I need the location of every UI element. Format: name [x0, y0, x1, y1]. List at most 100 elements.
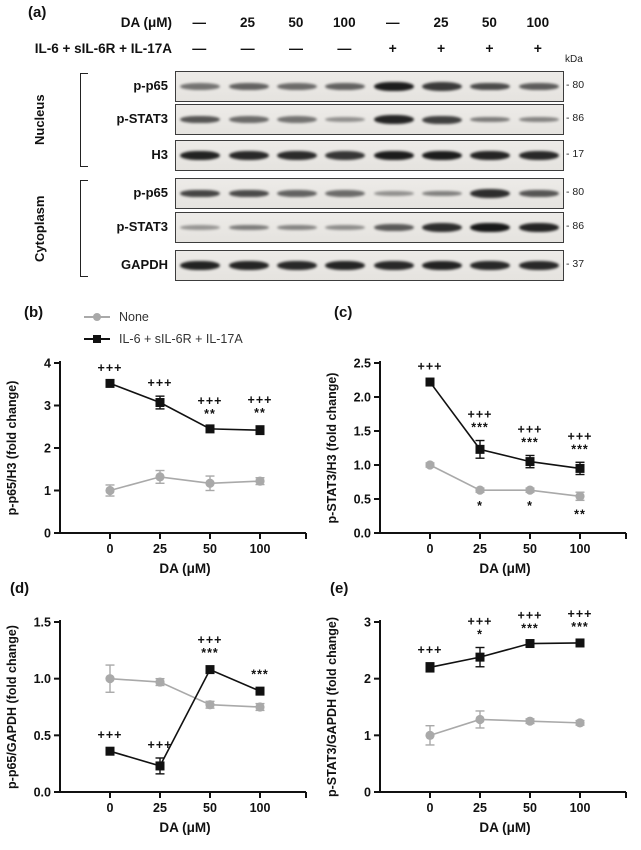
protein-label: H3 [151, 147, 168, 162]
chart-c-plot: 0.0 0.5 1.0 1.5 2.0 2.5 0 25 50 100 DA (μM) p-STAT3… [325, 357, 627, 576]
legend-label-stim: IL-6 + sIL-6R + IL-17A [119, 332, 243, 346]
significance-annotation: +++ [518, 422, 543, 436]
significance-annotation: +++ [418, 359, 443, 373]
da-dose-value: 25 [433, 15, 449, 30]
legend-marker-circle-icon [84, 312, 110, 322]
protein-band [470, 116, 511, 123]
stim-value: + [533, 40, 542, 56]
protein-band [325, 83, 366, 90]
y-tick-label: 3 [44, 399, 51, 413]
x-tick-label: 100 [570, 801, 591, 815]
kda-marker: - 80 [566, 79, 585, 91]
x-axis-title: DA (μM) [159, 820, 210, 835]
protein-band [325, 190, 366, 197]
da-dose-value: 50 [288, 15, 304, 30]
series-none [105, 469, 265, 497]
data-point-square [475, 444, 485, 454]
da-dose-value: 100 [526, 15, 550, 30]
series-line [109, 476, 261, 492]
data-point-square [425, 377, 435, 387]
panel-a-label: (a) [28, 4, 47, 21]
x-tick-label: 0 [107, 801, 114, 815]
significance-annotation: *** [201, 646, 219, 660]
protein-band [518, 261, 559, 270]
kda-marker: - 86 [566, 112, 585, 124]
protein-label: p-STAT3 [116, 111, 168, 126]
series-line [429, 718, 581, 737]
x-tick-label: 50 [203, 542, 217, 556]
significance-annotation: *** [571, 620, 589, 634]
kda-marker: - 17 [566, 148, 585, 160]
protein-band [422, 260, 463, 270]
protein-band [276, 116, 317, 123]
da-dose-value: 100 [333, 15, 356, 30]
group-label-cytoplasm: Cytoplasm [32, 195, 47, 262]
x-tick-label: 100 [250, 801, 271, 815]
stim-value: + [485, 40, 494, 56]
significance-annotation: +++ [468, 408, 493, 422]
x-tick-label: 50 [203, 801, 217, 815]
protein-band [470, 151, 511, 160]
x-tick-label: 0 [107, 542, 114, 556]
data-point-circle [155, 677, 165, 687]
data-point-square [255, 425, 265, 435]
significance-annotation: *** [521, 435, 539, 449]
protein-band [373, 190, 414, 197]
significance-annotation: +++ [98, 361, 123, 375]
protein-band [228, 189, 269, 198]
blot-strip-gapdh [175, 250, 564, 281]
series-line [109, 668, 261, 767]
protein-band [373, 150, 414, 161]
da-dose-value: 50 [481, 15, 497, 30]
significance-annotation: +++ [518, 608, 543, 622]
chart-d-plot: 0.0 0.5 1.0 1.5 0 25 50 100 DA (μM) p-p65/GAPDH (… [5, 616, 307, 835]
significance-annotation: *** [521, 621, 539, 635]
series-stim [425, 377, 585, 476]
data-point-circle [475, 485, 485, 495]
y-tick-label: 2 [44, 442, 51, 456]
kda-units-label: kDa [565, 54, 583, 65]
y-tick-label: 1.5 [34, 616, 51, 630]
data-point-square [425, 662, 435, 672]
protein-band [373, 81, 414, 92]
significance-annotation: * [477, 628, 483, 642]
data-point-circle [205, 478, 215, 488]
significance-annotation: +++ [98, 728, 123, 742]
data-point-circle [475, 714, 485, 725]
y-tick-label: 2.5 [354, 357, 371, 371]
y-axis-title: p-p65/GAPDH (fold change) [5, 625, 19, 789]
x-tick-label: 25 [473, 801, 487, 815]
protein-label: p-p65 [133, 78, 168, 93]
data-point-square [205, 424, 215, 434]
blot-strip-p-stat3 [175, 104, 564, 135]
protein-band [422, 190, 463, 197]
chart-b-plot: 0 1 2 3 4 0 25 50 100 DA (μM) p-p65/H3 (fold chang… [5, 357, 307, 576]
data-point-square [105, 746, 115, 756]
data-point-circle [425, 730, 435, 740]
panel-d-label: (d) [10, 580, 30, 597]
protein-band [276, 83, 317, 90]
significance-annotation: *** [251, 668, 269, 682]
protein-band [180, 150, 221, 160]
kda-marker: - 80 [566, 186, 585, 198]
y-tick-label: 0 [44, 527, 51, 541]
protein-band [422, 115, 463, 124]
data-point-circle [425, 460, 435, 470]
protein-band [180, 225, 221, 230]
panel-e-label: (e) [330, 580, 349, 597]
protein-band [373, 115, 414, 124]
da-row-label: DA (μM) [120, 15, 172, 30]
da-dose-value: — [192, 15, 206, 30]
x-tick-label: 50 [523, 801, 537, 815]
data-point-square [525, 457, 535, 467]
data-point-square [575, 638, 585, 648]
significance-annotation: +++ [418, 643, 443, 657]
protein-band [180, 115, 221, 124]
protein-label: p-p65 [133, 185, 168, 200]
protein-band [518, 83, 559, 90]
chart-legend: None IL-6 + sIL-6R + IL-17A [84, 306, 243, 350]
blot-strip-p-p65 [175, 178, 564, 209]
significance-annotation: +++ [148, 376, 173, 390]
significance-annotation: +++ [198, 633, 223, 647]
